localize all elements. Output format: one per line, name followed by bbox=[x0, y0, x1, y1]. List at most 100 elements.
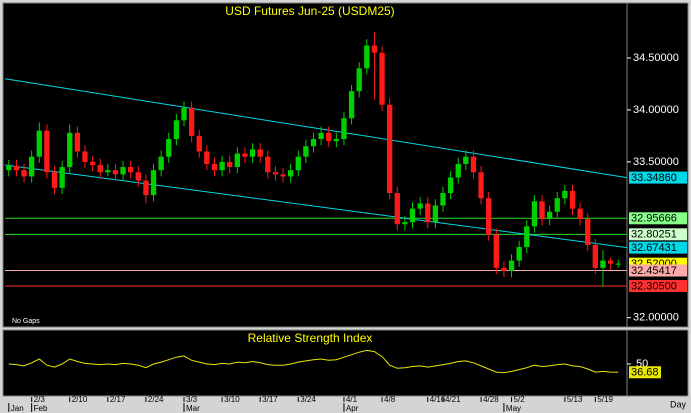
candle-body bbox=[356, 68, 362, 92]
x-tick-label: 5/19 bbox=[597, 395, 613, 404]
candle-body bbox=[166, 139, 172, 157]
candle-body bbox=[326, 132, 332, 142]
candle-body bbox=[257, 149, 263, 157]
value-box bbox=[629, 171, 687, 184]
candle-body bbox=[227, 161, 233, 168]
rsi-title: Relative Strength Index bbox=[248, 331, 373, 345]
candle-body bbox=[341, 118, 347, 140]
trendline bbox=[4, 78, 628, 179]
x-tick-label: 4/16 bbox=[430, 395, 446, 404]
candle-body bbox=[89, 161, 96, 165]
candle-body bbox=[82, 151, 88, 162]
candle-body bbox=[417, 203, 423, 209]
candle-body bbox=[74, 132, 81, 152]
candle-body bbox=[287, 170, 294, 177]
candle-body bbox=[173, 120, 180, 140]
candle-body bbox=[486, 198, 492, 235]
candle-body bbox=[607, 260, 614, 264]
candle-body bbox=[447, 177, 454, 194]
value-box-label: 32.30500 bbox=[631, 280, 677, 292]
candle-body bbox=[318, 132, 324, 140]
candle-body bbox=[554, 198, 560, 212]
period-label: Day bbox=[670, 399, 687, 409]
candle-body bbox=[204, 151, 210, 164]
candle-body bbox=[249, 149, 256, 157]
x-tick-label: 2/24 bbox=[148, 395, 164, 404]
candle-body bbox=[120, 167, 126, 175]
candle-body bbox=[348, 91, 355, 119]
candle-body bbox=[585, 219, 591, 245]
rsi-value-label: 36.68 bbox=[631, 367, 659, 379]
candle-body bbox=[432, 205, 439, 223]
candle-body bbox=[265, 156, 271, 173]
x-tick-label: 4/28 bbox=[483, 395, 499, 404]
candle-body bbox=[51, 172, 58, 188]
y-tick-label: 34.50000 bbox=[633, 52, 679, 64]
x-tick-label: 3/17 bbox=[262, 395, 278, 404]
candle-body bbox=[6, 166, 12, 171]
candle-body bbox=[546, 211, 553, 219]
candle-body bbox=[531, 201, 538, 227]
value-box bbox=[629, 264, 687, 277]
candle-body bbox=[539, 201, 545, 219]
rsi-value-box bbox=[629, 366, 661, 379]
value-box-label: 32.95666 bbox=[631, 213, 677, 225]
candle-body bbox=[21, 170, 27, 177]
x-tick-label: 3/3 bbox=[186, 395, 198, 404]
value-box bbox=[629, 212, 687, 225]
candle-body bbox=[463, 156, 469, 164]
y-tick-label: 32.00000 bbox=[633, 312, 679, 324]
value-box bbox=[629, 241, 687, 254]
candle-body bbox=[600, 260, 606, 268]
value-box bbox=[629, 228, 687, 241]
candle-body bbox=[188, 107, 195, 136]
candle-body bbox=[181, 107, 187, 121]
candle-body bbox=[440, 193, 446, 206]
candle-body bbox=[135, 172, 141, 181]
candle-body bbox=[36, 130, 42, 157]
candle-body bbox=[364, 45, 370, 69]
candle-body bbox=[13, 166, 20, 171]
candle-body bbox=[455, 163, 461, 178]
candle-body bbox=[409, 208, 416, 223]
candle-body bbox=[333, 139, 340, 142]
candle-body bbox=[592, 244, 599, 268]
candle-body bbox=[211, 163, 218, 171]
candle-body bbox=[379, 52, 385, 105]
candle-body bbox=[44, 130, 50, 173]
candle-body bbox=[128, 167, 134, 173]
month-label: Mar bbox=[186, 404, 200, 413]
x-tick-label: 3/24 bbox=[300, 395, 316, 404]
candle-body bbox=[67, 132, 73, 168]
x-tick-label: 2/3 bbox=[34, 395, 46, 404]
candle-body bbox=[272, 172, 279, 175]
candle-body bbox=[150, 170, 157, 196]
candle-body bbox=[516, 247, 522, 261]
trendline bbox=[4, 164, 628, 249]
candle-body bbox=[219, 161, 225, 171]
candle-body bbox=[402, 222, 408, 225]
rsi-line bbox=[8, 349, 619, 374]
candle-body bbox=[196, 135, 202, 152]
candle-body bbox=[112, 170, 119, 175]
candle-body bbox=[493, 234, 499, 268]
month-label: Jan bbox=[11, 404, 24, 413]
x-tick-label: 5/2 bbox=[514, 395, 526, 404]
candle-body bbox=[371, 45, 378, 53]
candle-body bbox=[158, 156, 164, 171]
value-box-label: 33.34860 bbox=[631, 172, 677, 184]
candle-body bbox=[577, 208, 583, 219]
candle-body bbox=[562, 190, 568, 199]
x-tick-label: 4/8 bbox=[384, 395, 396, 404]
candle-body bbox=[478, 172, 484, 199]
value-box-label: 32.80251 bbox=[631, 229, 677, 241]
value-box bbox=[629, 280, 687, 293]
candle-body bbox=[303, 146, 309, 157]
candle-body bbox=[470, 156, 477, 173]
candle-body bbox=[615, 263, 621, 265]
candle-body bbox=[105, 170, 111, 173]
candle-body bbox=[508, 260, 515, 271]
candle-body bbox=[143, 180, 149, 196]
y-tick-label: 33.50000 bbox=[633, 156, 679, 168]
